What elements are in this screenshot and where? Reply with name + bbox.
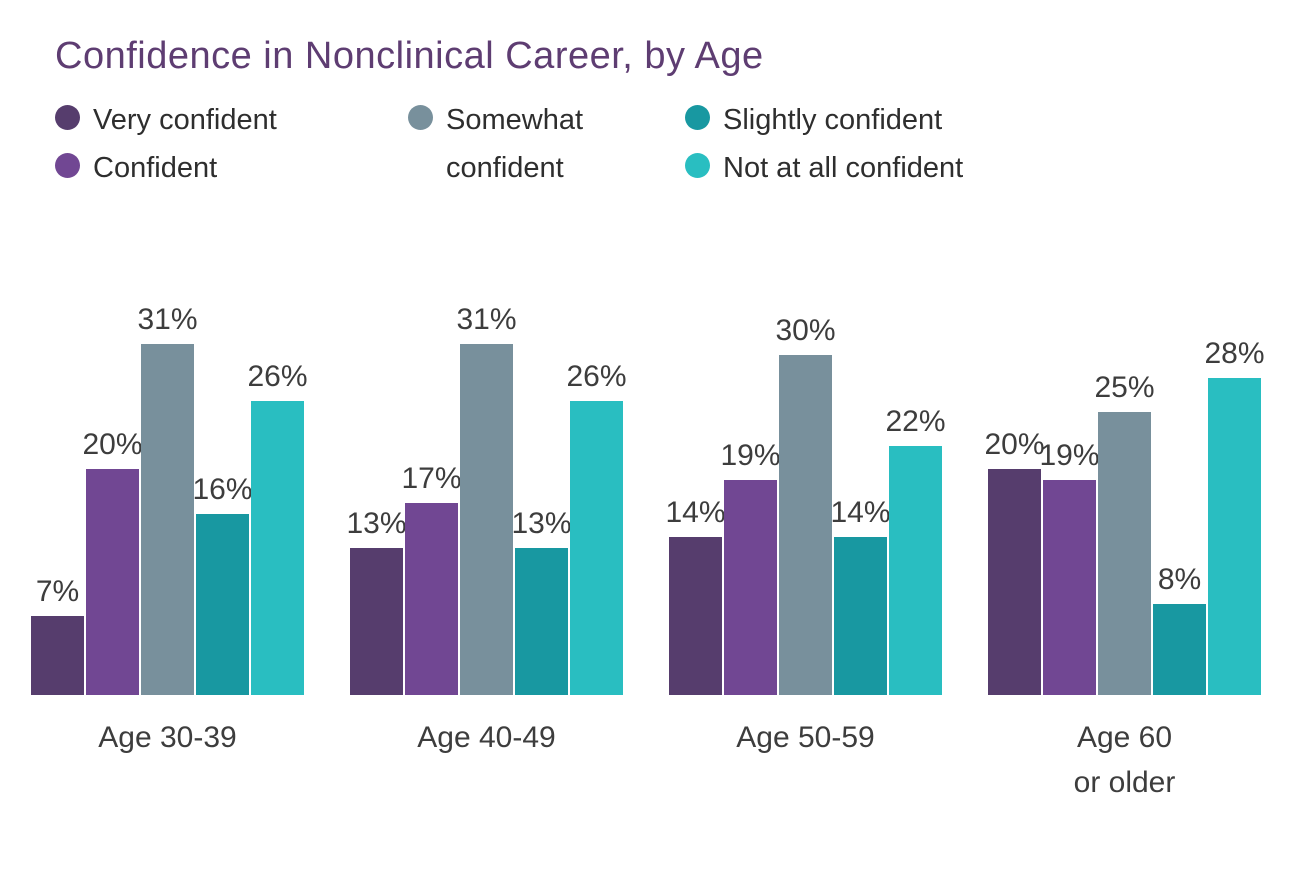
bar-cell: 28% [1204, 336, 1265, 695]
bar-group: 7% 20% 31% 16% 26% [31, 302, 308, 695]
legend-item-somewhat-confident: Somewhat confident [408, 96, 685, 184]
bar [1153, 603, 1206, 695]
legend-label: Very confident [93, 103, 277, 136]
bar [141, 343, 194, 695]
bar-value-label: 31% [137, 302, 198, 336]
bar-cell: 31% [137, 302, 198, 695]
bar-value-label: 19% [720, 438, 781, 472]
bar-value-label: 13% [511, 506, 572, 540]
bar [1208, 377, 1261, 695]
bar-cell: 20% [984, 427, 1045, 695]
bar [889, 445, 942, 695]
chart-title: Confidence in Nonclinical Career, by Age [55, 35, 764, 77]
bar-value-label: 19% [1039, 438, 1100, 472]
confident-swatch-icon [55, 152, 80, 178]
bar [515, 547, 568, 695]
bar [834, 536, 887, 695]
bar-cell: 20% [82, 427, 143, 695]
bar-cell: 17% [401, 461, 462, 695]
bar-cell: 14% [665, 495, 726, 695]
bar [251, 400, 304, 695]
bar-value-label: 13% [346, 506, 407, 540]
legend: Very confident Confident Somewhat confid… [55, 96, 1290, 192]
category-labels: Age 30-39 Age 40-49 Age 50-59 Age 60 or old… [31, 715, 1290, 805]
bar [460, 343, 513, 695]
legend-column-2: Somewhat confident [408, 96, 685, 184]
category-label: Age 60 or older [1073, 720, 1176, 799]
bar-value-label: 22% [885, 404, 946, 438]
legend-item-slightly-confident: Slightly confident [685, 96, 963, 144]
bar-cell: 14% [830, 495, 891, 695]
bar-value-label: 8% [1157, 562, 1202, 596]
bar-cell: 26% [566, 359, 627, 695]
legend-label: Somewhat confident [446, 103, 584, 184]
legend-column-1: Very confident Confident [55, 96, 408, 192]
bar [1098, 411, 1151, 695]
legend-label: Confident [93, 151, 218, 184]
bar-value-label: 30% [775, 313, 836, 347]
bar-cell: 13% [346, 506, 407, 695]
bar-cell: 25% [1094, 370, 1155, 695]
bar-value-label: 31% [456, 302, 517, 336]
bar-cell: 7% [31, 574, 84, 695]
bar-cell: 22% [885, 404, 946, 695]
bar-value-label: 14% [665, 495, 726, 529]
bar [779, 354, 832, 695]
bar-cell: 19% [720, 438, 781, 695]
bar [1043, 479, 1096, 695]
legend-label: Slightly confident [723, 103, 943, 136]
legend-item-very-confident: Very confident [55, 96, 408, 144]
bar-value-label: 14% [830, 495, 891, 529]
bar-cell: 19% [1039, 438, 1100, 695]
bar [31, 615, 84, 695]
bar-cell: 31% [456, 302, 517, 695]
bar [86, 468, 139, 695]
bar-value-label: 26% [247, 359, 308, 393]
slightly-confident-swatch-icon [685, 104, 710, 130]
legend-label: Not at all confident [723, 151, 964, 184]
bar-cell: 13% [511, 506, 572, 695]
not-at-all-confident-swatch-icon [685, 152, 710, 178]
bar-cell: 26% [247, 359, 308, 695]
bar-value-label: 26% [566, 359, 627, 393]
bar [350, 547, 403, 695]
bar-cell: 16% [192, 472, 253, 695]
bar [405, 502, 458, 695]
very-confident-swatch-icon [55, 104, 80, 130]
bar-group: 13% 17% 31% 13% 26% [346, 302, 627, 695]
bar-value-label: 25% [1094, 370, 1155, 404]
bar-value-label: 7% [35, 574, 80, 608]
bar [988, 468, 1041, 695]
legend-item-confident: Confident [55, 144, 408, 192]
bar-group: 20% 19% 25% 8% 28% [984, 336, 1265, 695]
category-label: Age 50-59 [736, 720, 875, 754]
legend-column-3: Slightly confident Not at all confident [685, 96, 963, 192]
bar-value-label: 28% [1204, 336, 1265, 370]
legend-item-not-at-all-confident: Not at all confident [685, 144, 963, 192]
category-label: Age 40-49 [417, 720, 556, 754]
bar [570, 400, 623, 695]
bar-value-label: 20% [984, 427, 1045, 461]
bar-value-label: 16% [192, 472, 253, 506]
category-label: Age 30-39 [98, 720, 237, 754]
bar-value-label: 17% [401, 461, 462, 495]
bar-value-label: 20% [82, 427, 143, 461]
bar-group: 14% 19% 30% 14% 22% [665, 313, 946, 695]
bar [724, 479, 777, 695]
chart-area: 7% 20% 31% 16% 26% 13% 17% 31% 13% 26% 14% 19% 30% 14… [31, 303, 1290, 695]
bar-cell: 30% [775, 313, 836, 695]
bar [196, 513, 249, 695]
bar [669, 536, 722, 695]
somewhat-confident-swatch-icon [408, 104, 433, 130]
bar-cell: 8% [1153, 562, 1206, 695]
